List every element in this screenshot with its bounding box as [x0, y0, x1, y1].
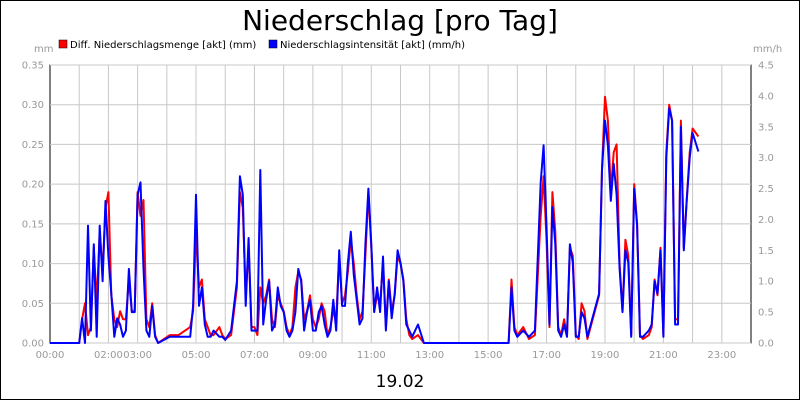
y-left-tick: 0.05 — [22, 299, 44, 310]
y-left-tick: 0.20 — [22, 180, 44, 191]
series-line-intensitaet — [50, 107, 700, 344]
y-right-tick: 4.0 — [758, 91, 774, 102]
y-right-tick: 4.5 — [758, 61, 774, 72]
y-left-tick: 0.15 — [22, 219, 44, 230]
legend-swatch-red — [58, 39, 68, 49]
x-tick: 03:00 — [123, 350, 152, 361]
y-right-tick: 1.5 — [758, 246, 774, 257]
x-tick: 02:00 — [94, 350, 123, 361]
axis-labels: 0.00 0.05 0.10 0.15 0.20 0.25 0.30 0.35 0.0 0.5 1.… — [22, 61, 774, 362]
legend-swatch-blue — [268, 39, 278, 49]
x-tick: 13:00 — [415, 350, 444, 361]
x-tick: 19:00 — [591, 350, 620, 361]
x-tick: 17:00 — [532, 350, 561, 361]
chart-title: Niederschlag [pro Tag] — [242, 4, 558, 37]
x-tick: 09:00 — [298, 350, 327, 361]
legend: Diff. Niederschlagsmenge [akt] (mm) Nied… — [58, 39, 465, 51]
y-right-tick: 3.0 — [758, 153, 774, 164]
legend-label-menge: Diff. Niederschlagsmenge [akt] (mm) — [70, 40, 256, 51]
y-left-tick: 0.00 — [22, 339, 44, 350]
x-tick: 15:00 — [474, 350, 503, 361]
y-left-tick: 0.35 — [22, 61, 44, 72]
x-tick: 21:00 — [649, 350, 678, 361]
y-left-unit: mm — [34, 44, 53, 55]
x-tick: 11:00 — [357, 350, 386, 361]
date-label: 19.02 — [376, 372, 425, 392]
x-tick: 23:00 — [707, 350, 736, 361]
x-tick: 00:00 — [36, 350, 65, 361]
y-left-tick: 0.10 — [22, 259, 44, 270]
y-right-tick: 1.0 — [758, 277, 774, 288]
y-right-tick: 2.0 — [758, 215, 774, 226]
y-right-tick: 0.5 — [758, 308, 774, 319]
y-right-tick: 3.5 — [758, 122, 774, 133]
y-right-tick: 2.5 — [758, 184, 774, 195]
y-right-tick: 0.0 — [758, 339, 774, 350]
x-tick: 07:00 — [240, 350, 269, 361]
y-left-tick: 0.25 — [22, 140, 44, 151]
legend-label-intensitaet: Niederschlagsintensität [akt] (mm/h) — [280, 40, 465, 51]
y-left-tick: 0.30 — [22, 100, 44, 111]
series-layer — [50, 95, 700, 344]
y-right-unit: mm/h — [753, 44, 782, 55]
x-tick: 05:00 — [182, 350, 211, 361]
